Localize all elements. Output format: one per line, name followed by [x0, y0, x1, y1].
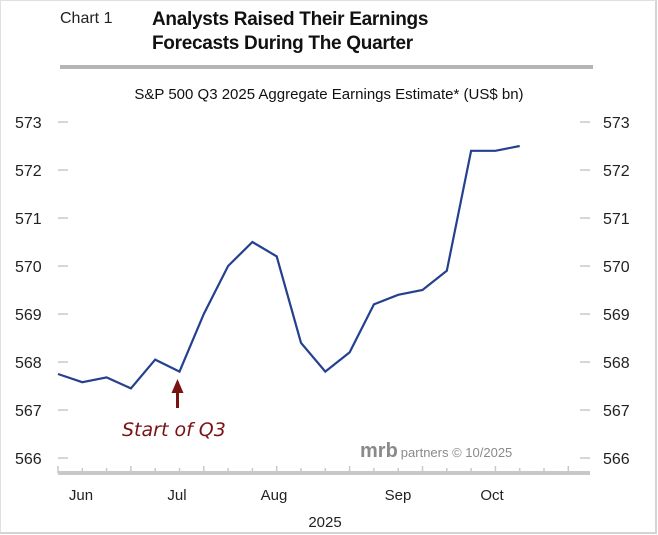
x-tick-label: Jul	[167, 487, 186, 504]
x-tick-label: Sep	[385, 487, 412, 504]
y-tick-label-right: 567	[603, 403, 630, 420]
x-tick-label: Jun	[69, 487, 93, 504]
y-tick-label-right: 566	[603, 451, 630, 468]
y-tick-label-right: 569	[603, 307, 630, 324]
y-tick-label-left: 566	[15, 451, 42, 468]
chart-subtitle: S&P 500 Q3 2025 Aggregate Earnings Estim…	[134, 86, 524, 103]
annotation-arrow-icon	[171, 379, 184, 393]
y-tick-label-right: 568	[603, 355, 630, 372]
chart-title-line1: Analysts Raised Their Earnings	[152, 9, 429, 30]
chart-number-label: Chart 1	[60, 10, 113, 27]
y-tick-label-right: 572	[603, 163, 630, 180]
y-tick-label-left: 567	[15, 403, 42, 420]
chart-title: Analysts Raised Their Earnings Forecasts…	[152, 8, 428, 56]
y-tick-label-right: 573	[603, 115, 630, 132]
y-tick-label-left: 573	[15, 115, 42, 132]
watermark-brand: mrb	[360, 440, 398, 462]
series-line	[57, 144, 520, 390]
watermark: mrb partners © 10/2025	[360, 440, 512, 462]
x-tick-label: Aug	[261, 487, 288, 504]
title-rule	[60, 65, 593, 69]
y-tick-label-right: 571	[603, 211, 630, 228]
x-axis-label: 2025	[308, 514, 341, 531]
y-tick-label-left: 569	[15, 307, 42, 324]
y-tick-label-left: 570	[15, 259, 42, 276]
y-tick-label-left: 571	[15, 211, 42, 228]
y-tick-label-left: 572	[15, 163, 42, 180]
x-tick-label: Oct	[480, 487, 504, 504]
watermark-text: partners © 10/2025	[401, 445, 512, 460]
y-tick-label-right: 570	[603, 259, 630, 276]
annotation-text: Start of Q3	[122, 419, 226, 441]
chart-title-line2: Forecasts During The Quarter	[152, 33, 413, 54]
y-tick-label-left: 568	[15, 355, 42, 372]
